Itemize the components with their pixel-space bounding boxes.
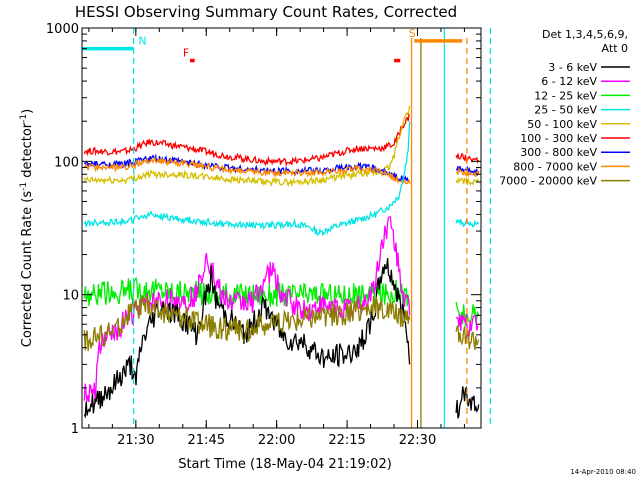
series-e7000_20000 [83,294,411,352]
legend-label-0: 3 - 6 keV [548,61,597,74]
x-axis: 21:30 21:45 22:00 22:15 22:30 [88,28,465,448]
flag-label-F: F [183,47,189,60]
flag-bars: N F S [82,27,463,63]
series-e800_7000 [84,155,411,185]
series-e25_50 [83,121,411,237]
flag-label-S: S [409,27,416,40]
plot-lines [83,105,480,419]
series-e3_6 [83,257,411,419]
y-tick-label-1: 10 [62,289,79,304]
x-axis-label: Start Time (18-May-04 21:19:02) [178,457,392,472]
legend-header-attenuator: Att 0 [602,42,628,55]
x-tick-label-1: 21:45 [188,433,225,448]
legend-label-4: 50 - 100 keV [527,118,597,131]
plot-frame [81,27,482,429]
legend-label-2: 12 - 25 keV [534,89,597,102]
legend-label-5: 100 - 300 keV [520,132,597,145]
series-post-e300_800 [455,165,480,177]
legend-label-7: 800 - 7000 keV [513,160,597,173]
y-axis: 1 10 100 1000 [46,22,481,437]
flag-label-N: N [138,35,146,48]
legend-header-detectors: Det 1,3,4,5,6,9, [542,28,628,41]
footer-date: 14-Apr-2010 08:40 [570,468,636,476]
legend-label-6: 300 - 800 keV [520,146,597,159]
legend-label-1: 6 - 12 keV [541,75,597,88]
legend-label-8: 7000 - 20000 keV [499,175,597,188]
series-e50_100 [83,105,411,188]
chart-title: HESSI Observing Summary Count Rates, Cor… [75,3,457,21]
series-e12_25 [83,276,411,309]
x-tick-label-4: 22:30 [399,433,436,448]
y-tick-label-3: 1000 [46,22,79,37]
y-axis-label: Corrected Count Rate (s-1 detector-1) [19,109,35,347]
series-e100_300 [83,112,411,167]
event-lines [133,28,491,428]
x-tick-label-2: 22:00 [258,433,295,448]
y-tick-label-0: 1 [71,422,79,437]
y-tick-label-2: 100 [54,155,79,170]
x-tick-label-0: 21:30 [117,433,154,448]
x-tick-label-3: 22:15 [328,433,365,448]
legend-label-3: 25 - 50 keV [534,104,597,117]
